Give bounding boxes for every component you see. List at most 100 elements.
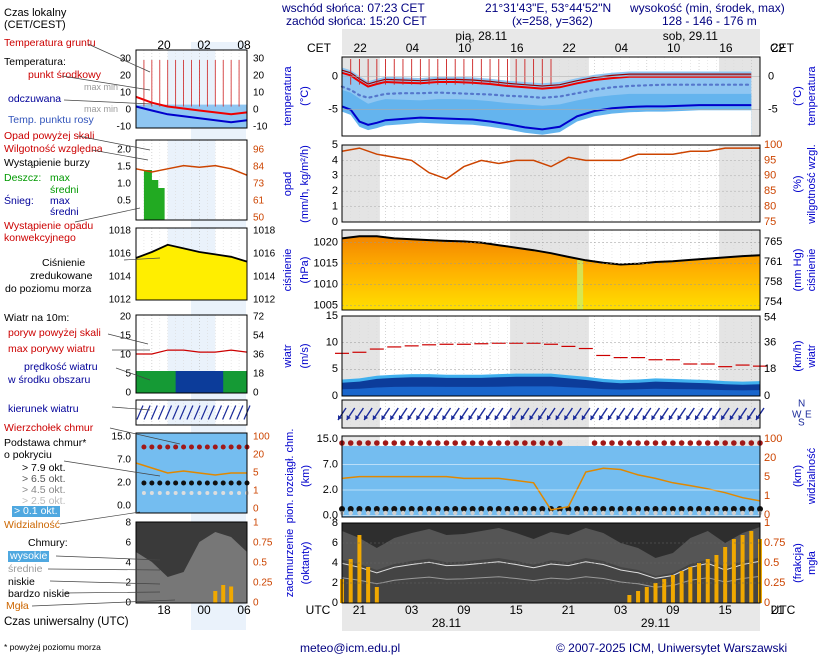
cloud-base-dot-light — [392, 510, 397, 516]
mini-cloud-light-dot — [221, 491, 226, 495]
wind-arrow-head — [738, 415, 743, 420]
cloud-base-dot — [713, 506, 720, 512]
wind-arrow-head — [625, 415, 630, 420]
mini-temp-tick-left: -10 — [117, 122, 132, 133]
coords-label: 21°31'43"E, 53°44'52"N — [485, 1, 612, 15]
cloud-top-dot — [530, 440, 537, 446]
night-band-precip — [719, 145, 760, 222]
cloud-base-dot — [600, 506, 607, 512]
cloud-base-dot — [748, 506, 755, 512]
mini-pressure-tick: 1012 — [109, 295, 132, 306]
wind-arrow-head — [433, 415, 438, 420]
mini-top-tick: 08 — [237, 38, 251, 52]
main-top-tick: 04 — [406, 41, 420, 55]
cloud-top-dot — [548, 440, 554, 446]
cloud-base-dot — [399, 506, 406, 512]
mini-wind-tick-right: 18 — [253, 369, 265, 380]
cloud-top-dot — [426, 440, 432, 446]
main-top-tick: 22 — [562, 41, 576, 55]
left-axis-label: opad — [282, 172, 294, 196]
main-top-tick: 10 — [458, 41, 472, 55]
cloud-top-dot — [374, 440, 380, 446]
fog-bar — [670, 575, 675, 603]
precip-tick-left: 1 — [332, 201, 338, 213]
wind-arrow-head — [729, 415, 734, 420]
legend-precip-above: Opad powyżej skali — [4, 130, 95, 142]
cloud-base-dot — [356, 506, 363, 512]
wind-arrow-head — [425, 415, 430, 420]
compass-s: S — [798, 418, 805, 429]
mini-cloud-top-dot — [149, 444, 155, 450]
wind-arrow-head — [721, 415, 726, 420]
humidity-tick-right: 75 — [764, 216, 776, 228]
mini-cloud-base-dot — [157, 480, 163, 486]
cloud-base-dot — [661, 506, 668, 512]
mini-wind-arrow — [193, 405, 201, 420]
cloud-base-dot-light — [566, 510, 571, 516]
mini-cloud-top-dot — [236, 444, 242, 450]
cloud-base-dot — [574, 506, 581, 512]
cloud-layer-band — [342, 446, 760, 517]
main-bottom-tick: 21 — [771, 603, 785, 617]
legend-pressure-a: Ciśnienie — [42, 257, 86, 269]
mini-top-tick: 20 — [157, 38, 171, 52]
mini-wind-tick: 5 — [125, 369, 131, 380]
wind-arrow-head — [573, 415, 578, 420]
legend-okt-65: > 6.5 okt. — [22, 473, 66, 485]
fog-tick-right: 1 — [764, 517, 770, 529]
utc-caption: Czas uniwersalny (UTC) — [4, 616, 129, 628]
main-bottom-tick: 03 — [405, 603, 419, 617]
cloud-top-dot — [591, 440, 598, 446]
cloud-base-dot — [608, 506, 615, 512]
legend-snow: Śnieg: — [4, 195, 34, 207]
mini-vis-tick: 5 — [253, 468, 259, 479]
mini-fog-tick: 0.5 — [253, 558, 267, 569]
legend-very-low: bardzo niskie — [8, 588, 70, 600]
cloud-top-dot — [487, 440, 493, 446]
cover-tick-left: 0 — [332, 597, 338, 609]
fog-tick-right: 0.5 — [764, 557, 779, 569]
legend-leader-line — [47, 568, 161, 571]
mini-wind-tick: 0 — [125, 388, 131, 399]
mini-cloud-base-dot — [181, 480, 187, 486]
cloud-base-dot-light — [644, 510, 649, 516]
cloud-top-dot — [643, 440, 650, 446]
fog-bar — [348, 559, 353, 603]
left-axis-label: (mm/h, kg/m²/h) — [299, 145, 311, 223]
wind-arrow-head — [686, 415, 691, 420]
cloud-tick-left: 2.0 — [323, 484, 338, 496]
wind-arrow-head — [381, 415, 386, 420]
cloud-base-dot-light — [627, 510, 632, 516]
fog-bar — [723, 547, 728, 603]
legend-storm: Wystąpienie burzy — [4, 157, 90, 169]
mini-cloud-light-dot — [213, 491, 218, 495]
cloud-top-dot — [513, 440, 519, 446]
main-top-tick: 16 — [510, 41, 524, 55]
footer-email[interactable]: meteo@icm.edu.pl — [300, 641, 401, 655]
wind-tick-right: 18 — [764, 363, 776, 375]
mini-fog-tick: 0.25 — [253, 578, 273, 589]
cloud-top-dot — [382, 440, 389, 446]
main-bottom-tick: 15 — [509, 603, 523, 617]
legend-pressure-b: zredukowane — [30, 270, 93, 282]
mini-temp-tick-right: -10 — [253, 122, 268, 133]
wind-arrow-head — [616, 415, 621, 420]
wind-arrow-head — [494, 415, 499, 420]
cloud-base-dot-light — [601, 510, 606, 516]
pressure-tick-left: 1015 — [314, 258, 338, 270]
cloud-top-dot — [600, 440, 607, 446]
legend-clouds: Chmury: — [28, 537, 68, 549]
cloud-base-dot — [643, 506, 650, 512]
wind-arrow-head — [651, 415, 656, 420]
wind-arrow-head — [451, 415, 456, 420]
legend-max-min-a: max min — [84, 82, 119, 92]
cloud-base-dot-light — [722, 510, 728, 516]
cloud-base-dot — [504, 506, 511, 512]
cloud-base-dot — [591, 506, 598, 512]
main-bottom-tick: 15 — [718, 603, 732, 617]
cloud-base-dot-light — [583, 510, 589, 516]
precip-tick-left: 3 — [332, 170, 338, 182]
wind-tick-left: 10 — [326, 337, 338, 349]
wind-arrow-head — [398, 415, 403, 420]
mini-cloud-tick: 7.0 — [117, 455, 131, 466]
